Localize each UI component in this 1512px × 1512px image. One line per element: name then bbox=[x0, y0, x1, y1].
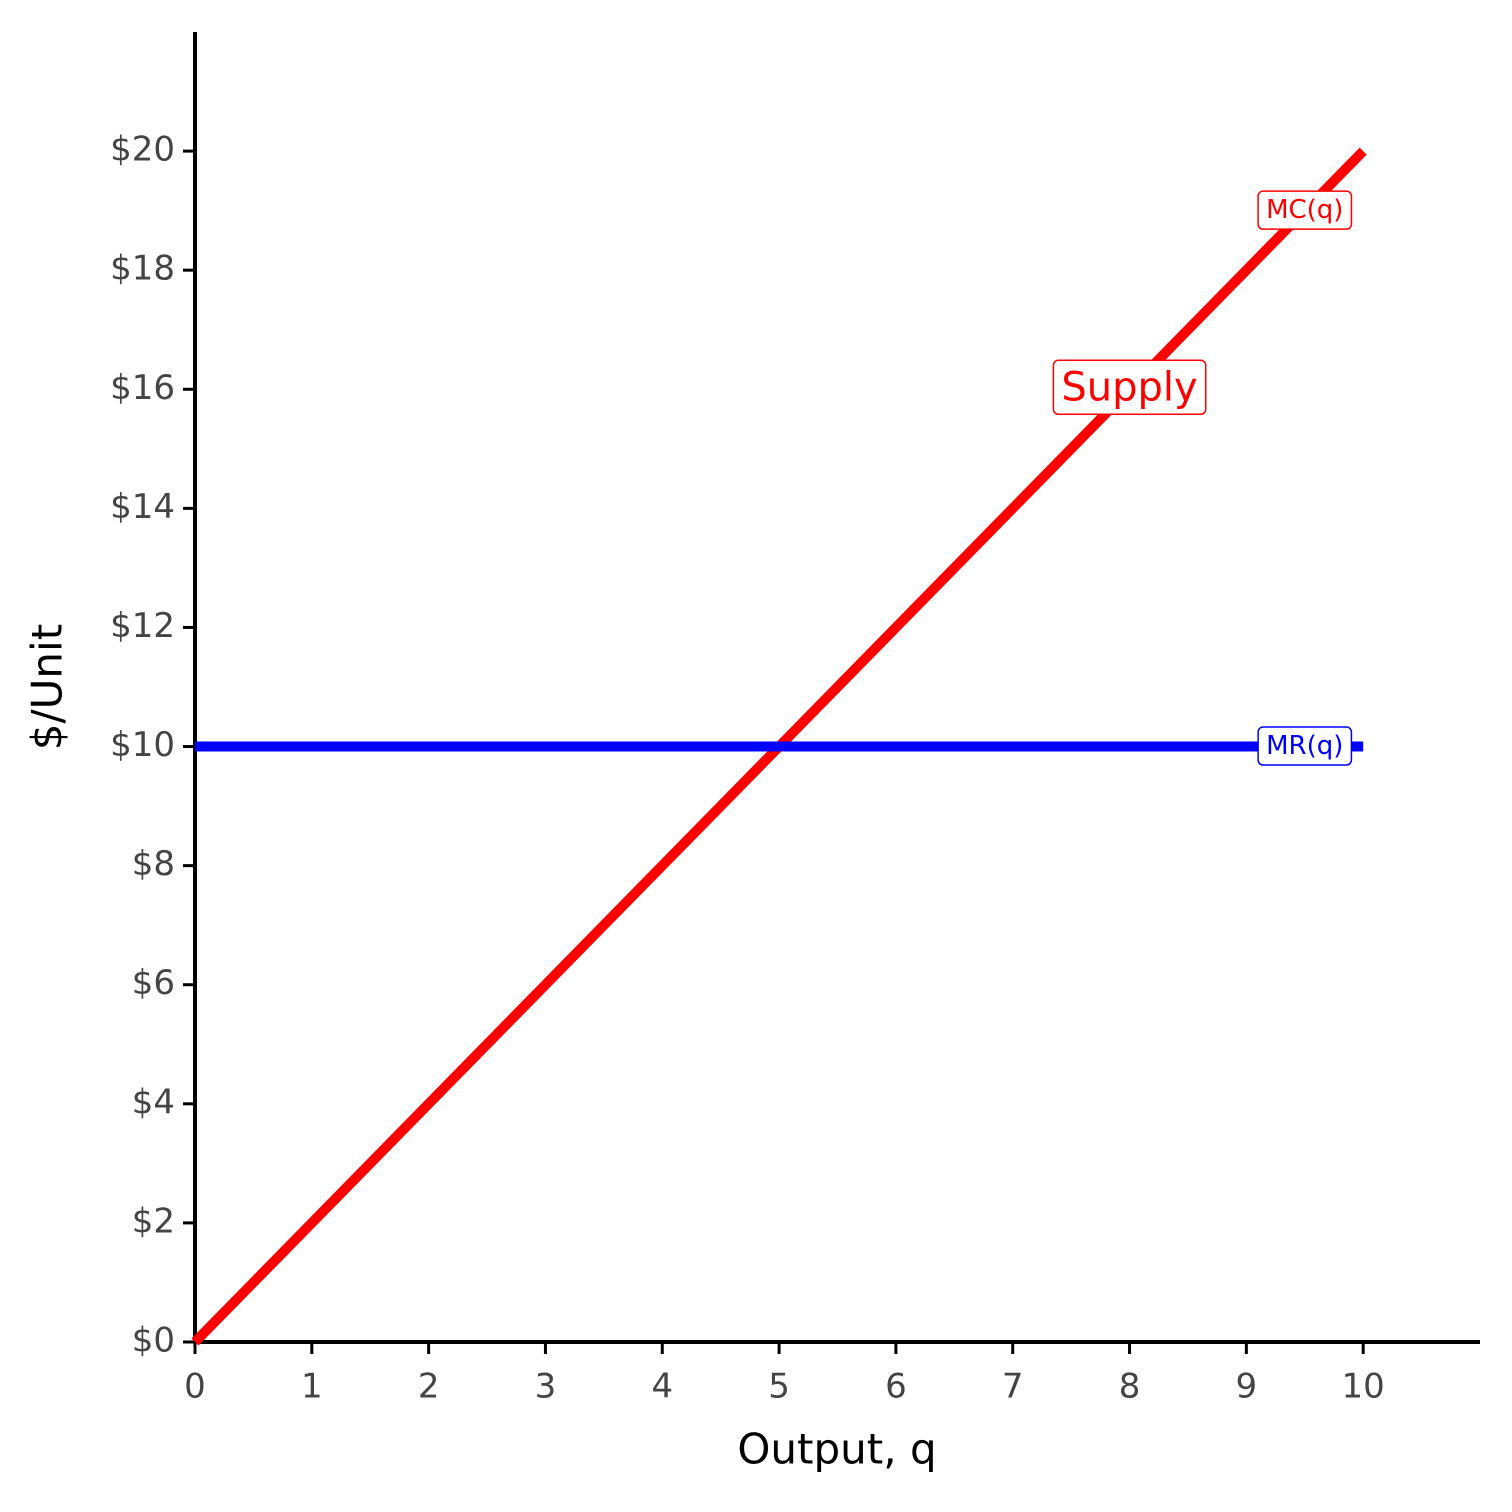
x-tick-label: 1 bbox=[301, 1367, 323, 1407]
y-tick-label: $0 bbox=[132, 1321, 175, 1361]
y-tick-label: $20 bbox=[110, 130, 175, 170]
x-tick-label: 9 bbox=[1236, 1367, 1258, 1407]
y-tick-label: $12 bbox=[110, 606, 175, 646]
x-axis-title: Output, q bbox=[737, 1425, 936, 1474]
x-tick-label: 2 bbox=[418, 1367, 440, 1407]
x-tick-label: 5 bbox=[768, 1367, 790, 1407]
y-axis-title: $/Unit bbox=[23, 624, 72, 750]
x-tick-label: 7 bbox=[1002, 1367, 1024, 1407]
series-label: MC(q) bbox=[1257, 190, 1353, 230]
annotation: Supply bbox=[1052, 359, 1207, 416]
label-box bbox=[1257, 726, 1353, 766]
x-tick-label: 10 bbox=[1342, 1367, 1385, 1407]
series-label-text: MC(q) bbox=[1266, 195, 1343, 225]
y-tick-label: $14 bbox=[110, 487, 175, 527]
y-tick-label: $18 bbox=[110, 249, 175, 289]
series-label-text: MR(q) bbox=[1266, 731, 1343, 761]
x-tick-label: 4 bbox=[651, 1367, 673, 1407]
label-box bbox=[1052, 359, 1207, 416]
x-tick-label: 8 bbox=[1119, 1367, 1141, 1407]
y-tick-label: $8 bbox=[132, 844, 175, 884]
label-box bbox=[1257, 190, 1353, 230]
x-tick-label: 3 bbox=[535, 1367, 557, 1407]
y-tick-label: $6 bbox=[132, 963, 175, 1003]
y-tick-label: $16 bbox=[110, 368, 175, 408]
y-tick-label: $2 bbox=[132, 1201, 175, 1241]
x-tick-label: 6 bbox=[885, 1367, 907, 1407]
series-label: MR(q) bbox=[1257, 726, 1353, 766]
x-tick-label: 0 bbox=[184, 1367, 206, 1407]
annotation-text: Supply bbox=[1061, 364, 1197, 410]
y-tick-label: $10 bbox=[110, 725, 175, 765]
y-tick-label: $4 bbox=[132, 1082, 175, 1122]
